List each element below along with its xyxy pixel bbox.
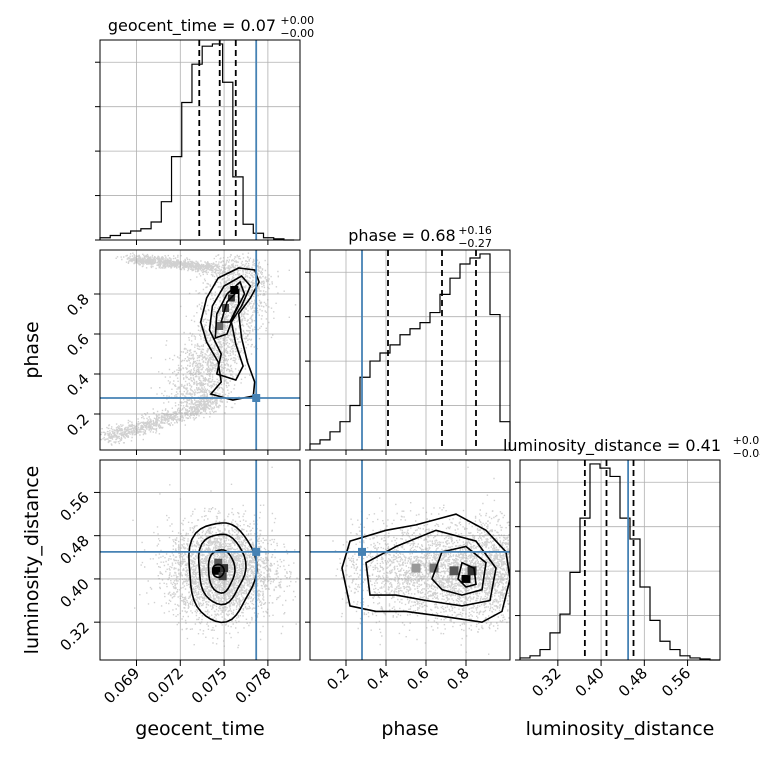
density-cell	[212, 566, 221, 575]
y-tick-label: 0.6	[63, 330, 93, 360]
panel-title-phase: phase = 0.68	[348, 226, 455, 245]
density-cell	[214, 558, 223, 567]
panel-title-geocent_time: geocent_time = 0.07	[108, 16, 276, 36]
truth-marker	[358, 547, 366, 556]
grid	[520, 460, 720, 660]
grid	[100, 250, 300, 450]
scatter-points	[132, 466, 298, 649]
panel-frame	[99, 39, 301, 241]
x-tick-label: 0.48	[615, 664, 651, 700]
histogram-geocent_time	[99, 43, 295, 241]
density-cell	[449, 566, 459, 576]
x-tick-label: 0.40	[572, 664, 608, 700]
x-tick-label: 0.6	[403, 664, 433, 694]
y-axis-label-luminosity_distance: luminosity_distance	[21, 466, 43, 655]
x-axis-label-geocent_time: geocent_time	[135, 718, 264, 740]
x-tick-label: 0.069	[100, 664, 143, 707]
histogram-luminosity_distance	[519, 463, 720, 661]
title-minus-error: −0.04	[733, 447, 760, 460]
contour-line	[457, 561, 477, 588]
x-tick-label: 0.2	[323, 664, 353, 694]
scatter-points	[100, 252, 297, 446]
y-tick-label: 0.48	[56, 532, 92, 568]
grid	[310, 250, 510, 450]
y-axis-label-phase: phase	[21, 321, 43, 378]
scatter-points	[332, 466, 510, 655]
panel-title-luminosity_distance: luminosity_distance = 0.41	[503, 436, 721, 456]
x-tick-label: 0.8	[443, 664, 473, 694]
x-axis-label-luminosity_distance: luminosity_distance	[526, 718, 715, 740]
x-tick-label: 0.4	[363, 664, 393, 694]
density-cell	[218, 572, 227, 581]
contour-line	[208, 274, 252, 381]
y-tick-label: 0.4	[63, 370, 93, 400]
histogram-phase	[309, 253, 511, 450]
panel-frame	[99, 459, 301, 661]
contour-line	[220, 288, 240, 323]
contour-line	[197, 533, 247, 606]
x-tick-label: 0.32	[528, 664, 564, 700]
scatter-group	[132, 466, 298, 649]
contour-line	[188, 522, 258, 624]
density-cell	[411, 563, 421, 573]
title-plus-error: +0.00	[280, 14, 314, 27]
y-tick-label: 0.2	[63, 410, 93, 440]
title-plus-error: +0.05	[733, 434, 760, 447]
y-tick-label: 0.56	[56, 489, 92, 525]
grid	[310, 460, 510, 660]
panel-frame	[99, 249, 301, 451]
panel-frame	[519, 459, 721, 661]
grid	[100, 460, 300, 660]
x-tick-label: 0.56	[658, 664, 694, 700]
truth-marker	[252, 547, 261, 556]
scatter-group	[332, 466, 510, 655]
title-plus-error: +0.16	[458, 224, 492, 237]
density-cell	[216, 322, 224, 330]
scatter-group	[100, 252, 297, 446]
panel-frame	[309, 249, 511, 451]
panel-frame	[309, 459, 511, 661]
y-tick-label: 0.40	[56, 575, 92, 611]
density-cell	[461, 574, 471, 583]
y-tick-label: 0.8	[63, 290, 93, 320]
density-cell	[467, 566, 477, 576]
title-minus-error: −0.27	[458, 237, 492, 250]
density-cell	[429, 563, 439, 573]
truth-marker	[252, 394, 261, 402]
x-tick-label: 0.075	[188, 664, 231, 707]
contour-line	[214, 280, 246, 340]
x-tick-label: 0.078	[232, 664, 275, 707]
y-tick-label: 0.32	[56, 618, 92, 654]
density-cell	[230, 286, 239, 294]
x-tick-label: 0.072	[144, 664, 187, 707]
title-minus-error: −0.00	[280, 27, 314, 40]
x-axis-label-phase: phase	[381, 718, 438, 740]
contour-line	[211, 563, 226, 579]
